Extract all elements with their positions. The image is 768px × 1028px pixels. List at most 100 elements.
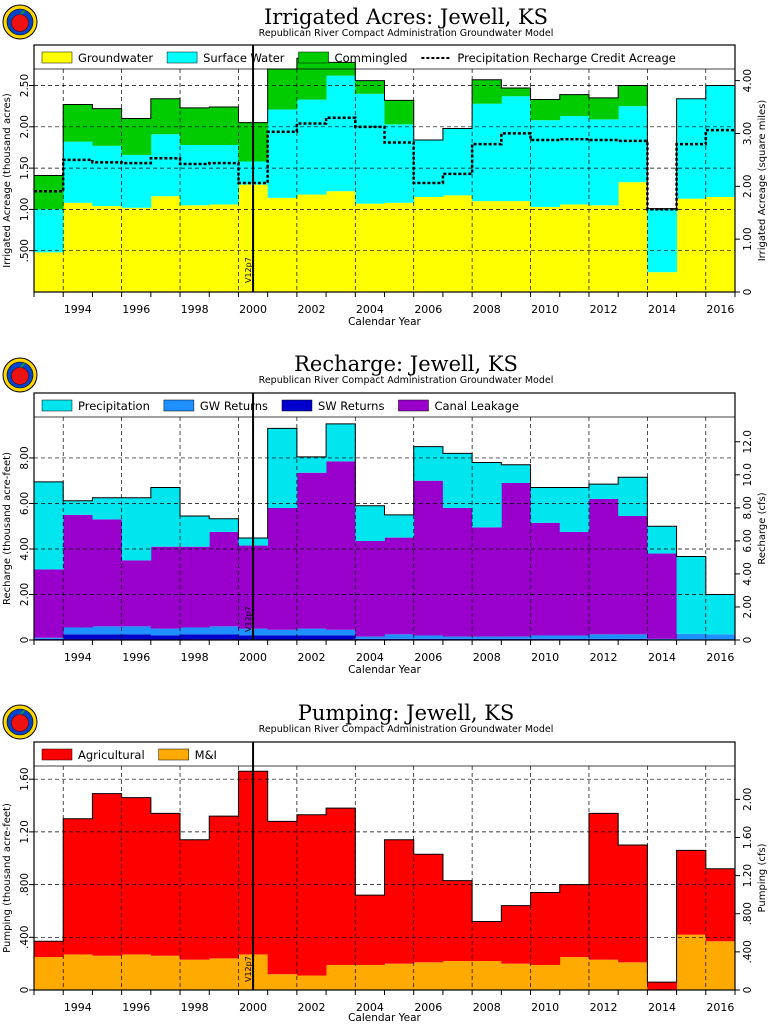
x-tick-label: 2016 [706,651,734,664]
chart-subtitle: Republican River Compact Administration … [259,375,554,386]
bar-segment [560,116,590,204]
y-tick-label: 1.20 [19,820,31,843]
bar-segment [560,95,590,116]
bar-segment [180,108,210,145]
bar-segment [472,201,502,292]
x-tick-label: 2002 [297,651,325,664]
bar-segment [589,813,619,959]
bar-segment [560,532,590,636]
bar-segment [472,463,502,528]
bar-segment [355,81,385,94]
bar-segment [443,128,473,195]
bar-segment [443,637,473,639]
chart-subtitle: Republican River Compact Administration … [259,724,554,735]
x-tick-label: 2012 [590,651,618,664]
x-tick-label: 2012 [590,1001,618,1014]
legend-label: Precipitation [78,399,150,413]
bar-segment [326,461,356,629]
y2-axis-label: Irrigated Acreage (square miles) [757,100,768,262]
bar-segment [560,488,590,532]
x-tick-label: 2014 [648,303,676,316]
bar-segment [180,627,210,634]
legend-swatch [164,400,194,411]
bar-segment [385,124,415,202]
bar-segment [151,635,181,640]
bar-segment [34,482,64,570]
model-version-label: V12p7 [244,956,253,982]
bar-segment [355,94,385,204]
bar-segment [385,203,415,292]
y2-tick-label: 12.0 [742,430,754,453]
y2-tick-label: 4.00 [742,69,754,92]
legend-label: SW Returns [318,399,384,413]
bar-segment [414,962,444,990]
bar-segment [34,209,64,252]
bar-segment [209,519,239,532]
bar-segment [677,556,707,633]
x-tick-label: 2006 [414,303,442,316]
bar-segment [151,629,181,636]
legend-swatch [42,52,72,63]
y-tick-label: 2.50 [19,74,31,97]
chart-subtitle: Republican River Compact Administration … [259,28,554,39]
y2-tick-label: 2.00 [742,175,754,198]
bar-segment [560,635,590,638]
bar-segment [385,515,415,538]
bar-segment [501,88,531,96]
bar-segment [385,964,415,990]
bar-segment [92,956,122,990]
bar-segment [209,958,239,990]
bar-segment [268,630,298,636]
bar-segment [180,547,210,628]
chart-title: Recharge: Jewell, KS [294,352,518,376]
bar-segment [34,941,64,957]
x-tick-label: 2010 [531,303,559,316]
bar-segment [414,140,444,197]
y2-axis-label: Pumping (cfs) [757,843,768,912]
bar-segment [122,119,152,155]
bar-segment [268,198,298,292]
logo-apple [12,368,29,385]
x-tick-label: 2008 [473,1001,501,1014]
bar-segment [209,634,239,640]
bar-segment [297,976,327,990]
legend-label: Agricultural [78,748,145,762]
y2-axis-label: Recharge (cfs) [757,492,768,564]
bar-segment [647,272,677,292]
bar-segment [151,99,181,135]
bar-segment [92,626,122,634]
x-tick-label: 2016 [706,1001,734,1014]
bar-segment [326,76,356,192]
bar-segment [472,637,502,639]
bar-segment [677,99,707,199]
y-tick-label: .800 [19,873,31,896]
bar-segment [618,962,648,990]
bar-segment [531,965,561,990]
bar-segment [647,554,677,639]
bar-segment [589,98,619,119]
bar-segment [472,80,502,104]
bar-segment [472,961,502,990]
bar-segment [618,845,648,962]
legend-swatch [42,400,72,411]
y-tick-label: .400 [19,926,31,949]
bar-segment [92,519,122,626]
bar-segment [63,515,93,628]
bar-segment [677,935,707,990]
bar-segment [63,634,93,640]
bar-segment [355,506,385,541]
x-tick-label: 2014 [648,1001,676,1014]
bar-segment [268,109,298,197]
bar-segment [326,191,356,292]
bar-segment [385,634,415,639]
bar-segment [326,965,356,990]
bar-segment [501,964,531,990]
bar-segment [443,508,473,637]
bar-segment [531,120,561,207]
bar-segment [180,205,210,292]
x-tick-label: 2004 [356,651,384,664]
bar-segment [589,634,619,639]
